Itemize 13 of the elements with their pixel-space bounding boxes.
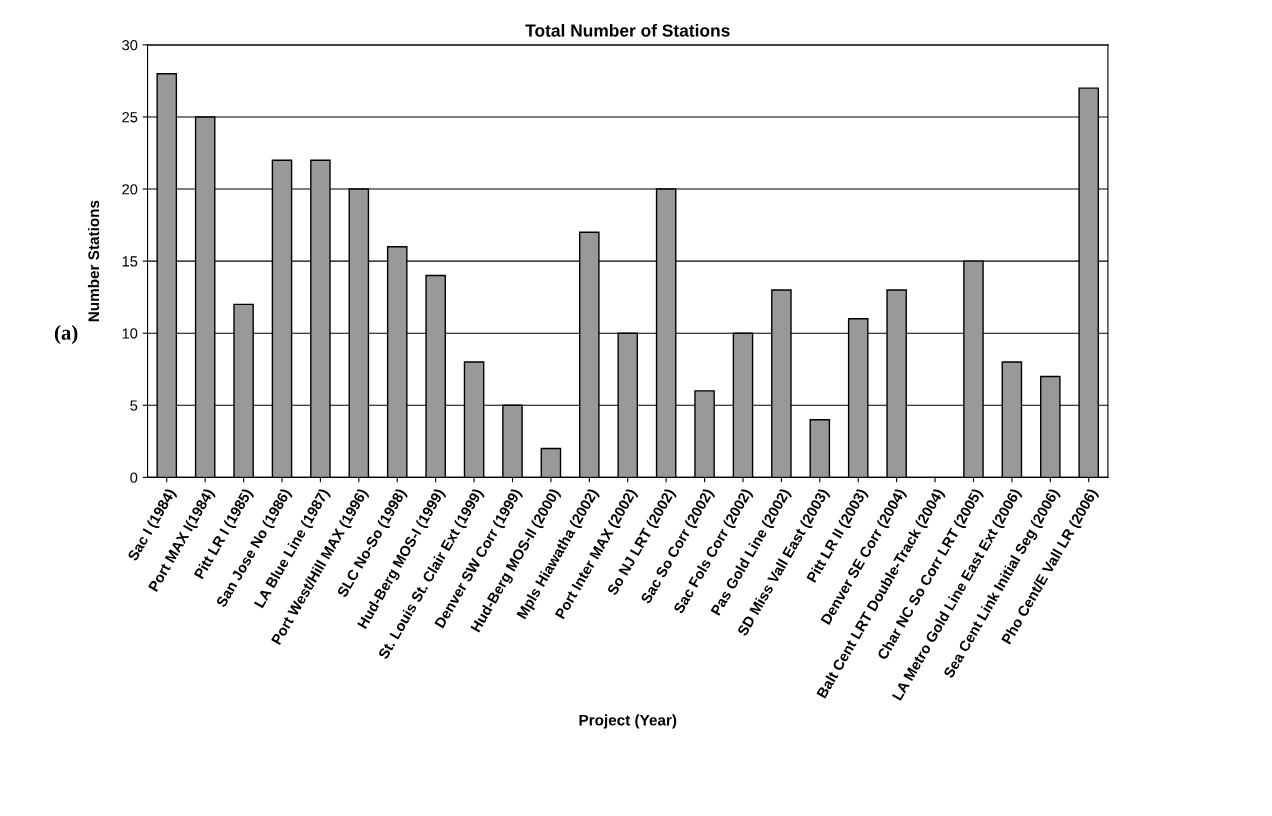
y-tick-label: 0 (130, 472, 138, 483)
chart-title: Total Number of Stations (525, 23, 730, 37)
y-tick-label: 15 (122, 256, 138, 267)
x-axis-title: Project (Year) (579, 714, 677, 729)
y-tick-label: 20 (122, 184, 138, 195)
bar (809, 419, 831, 478)
y-axis-title: Number Stations (87, 200, 100, 322)
y-tick-label: 5 (130, 400, 138, 411)
bar (540, 447, 562, 478)
y-tick-label: 30 (122, 39, 138, 51)
y-tick-label: 10 (122, 328, 138, 339)
text: (a) (54, 325, 78, 345)
y-tick-label: 25 (122, 112, 138, 123)
